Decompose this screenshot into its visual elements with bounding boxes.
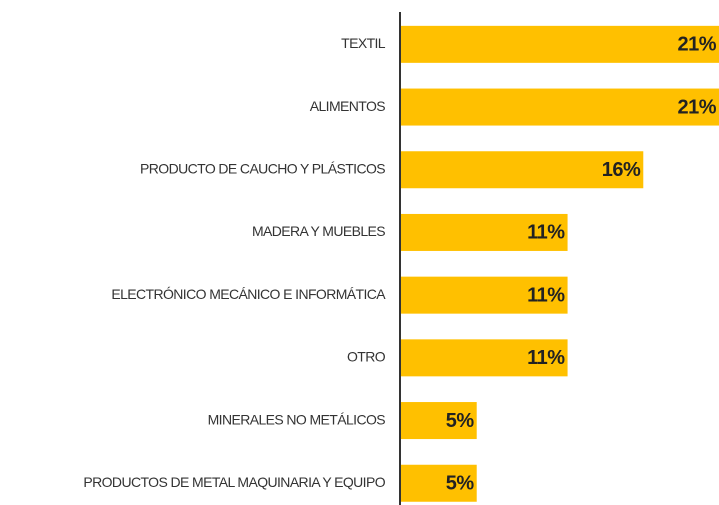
category-label: ELECTRÓNICO MECÁNICO E INFORMÁTICA — [111, 286, 386, 302]
bar — [401, 213, 568, 251]
category-label: MADERA Y MUEBLES — [252, 223, 385, 239]
value-label: 11% — [527, 222, 565, 244]
bar — [401, 276, 568, 314]
category-label: PRODUCTO DE CAUCHO Y PLÁSTICOS — [140, 160, 385, 176]
category-label: OTRO — [347, 349, 386, 365]
value-label: 16% — [602, 159, 641, 181]
bar — [401, 339, 568, 377]
value-label: 11% — [527, 347, 565, 369]
value-label: 11% — [527, 284, 565, 306]
category-label: PRODUCTOS DE METAL MAQUINARIA Y EQUIPO — [83, 474, 385, 490]
value-label: 5% — [446, 410, 475, 432]
bar — [401, 25, 719, 63]
category-label: MINERALES NO METÁLICOS — [208, 411, 386, 427]
bar — [401, 464, 477, 502]
value-label: 21% — [677, 34, 716, 56]
category-label: TEXTIL — [341, 35, 386, 51]
bar — [401, 88, 719, 126]
value-label: 5% — [446, 473, 475, 495]
value-label: 21% — [677, 96, 716, 118]
bar — [401, 402, 477, 440]
category-label: ALIMENTOS — [310, 98, 386, 114]
bar — [401, 151, 644, 189]
